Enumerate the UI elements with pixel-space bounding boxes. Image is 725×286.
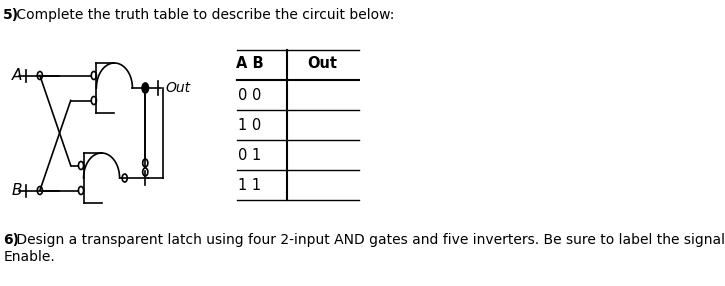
Text: Out: Out <box>307 57 337 72</box>
Text: B: B <box>12 183 22 198</box>
Circle shape <box>142 83 149 93</box>
Text: Complete the truth table to describe the circuit below:: Complete the truth table to describe the… <box>12 8 394 22</box>
Text: A B: A B <box>236 57 263 72</box>
Text: 0 0: 0 0 <box>238 88 261 102</box>
Text: 5): 5) <box>3 8 20 22</box>
Text: 0 1: 0 1 <box>238 148 261 162</box>
Text: 6): 6) <box>3 233 20 247</box>
Text: A: A <box>12 68 22 83</box>
Text: Design a transparent latch using four 2-input AND gates and five inverters. Be s: Design a transparent latch using four 2-… <box>12 233 725 247</box>
Text: 1 1: 1 1 <box>238 178 261 192</box>
Text: 1 0: 1 0 <box>238 118 261 132</box>
Text: Out: Out <box>165 81 191 95</box>
Text: Enable.: Enable. <box>3 250 55 264</box>
